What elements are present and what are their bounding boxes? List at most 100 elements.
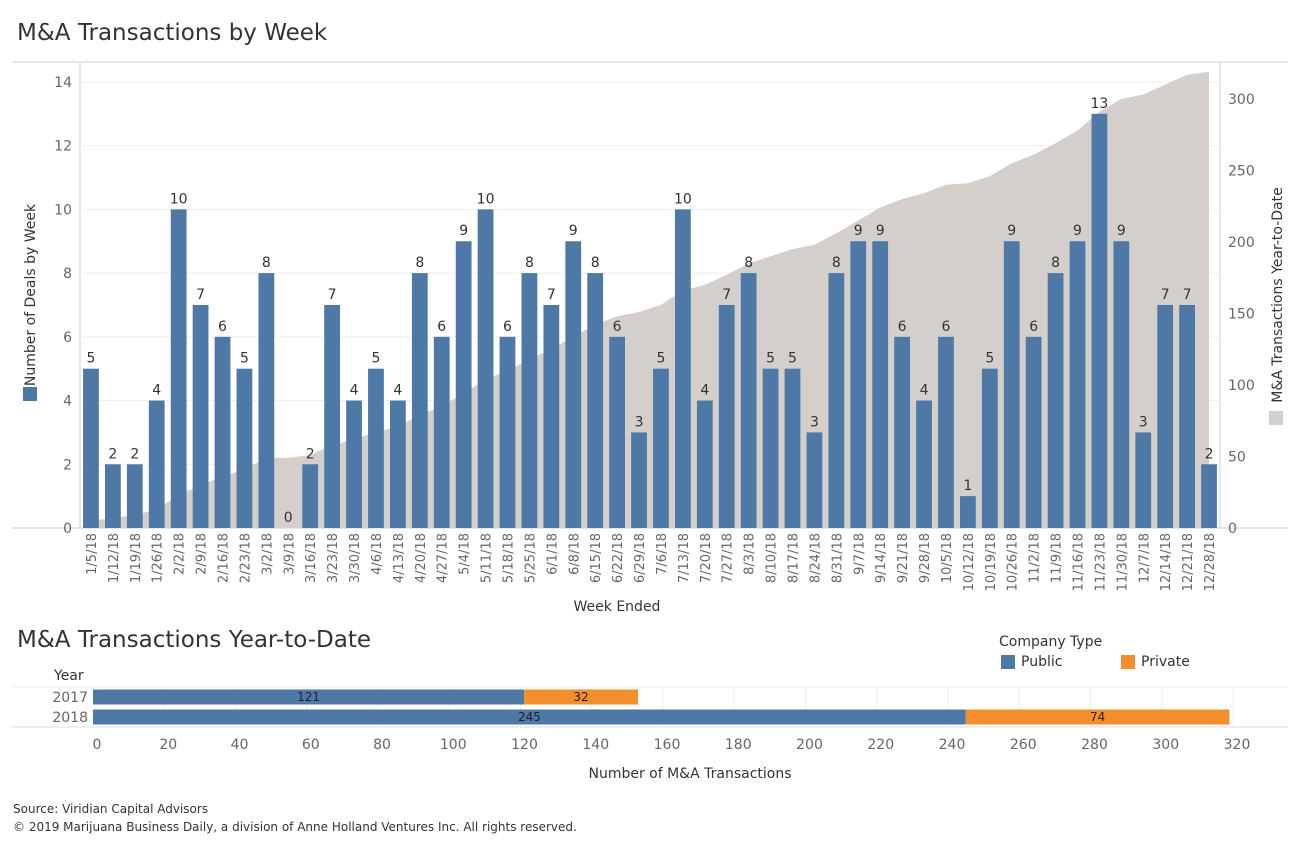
ytd-x-tick-label: 260 [1010, 737, 1037, 753]
weekly-bar-value-label: 9 [569, 223, 578, 239]
weekly-x-tick-label: 3/2/18 [260, 533, 275, 575]
ytd-x-tick-label: 220 [867, 737, 894, 753]
weekly-bar-value-label: 3 [810, 414, 819, 430]
ytd-year-label: 2017 [52, 690, 88, 706]
weekly-bar [346, 400, 362, 528]
weekly-bar-value-label: 8 [744, 255, 753, 271]
weekly-y2-tick-label: 200 [1228, 235, 1255, 251]
legend-label-public: Public [1021, 654, 1063, 670]
weekly-bar-value-label: 9 [1117, 223, 1126, 239]
weekly-x-tick-label: 1/26/18 [151, 533, 166, 583]
weekly-bar-value-label: 4 [393, 383, 402, 399]
weekly-x-tick-label: 5/25/18 [523, 533, 538, 583]
weekly-bar [104, 464, 121, 528]
ytd-x-tick-label: 20 [159, 737, 177, 753]
weekly-x-tick-label: 8/31/18 [830, 533, 845, 583]
ytd-x-tick-label: 100 [440, 737, 467, 753]
weekly-x-tick-label: 2/2/18 [173, 533, 188, 575]
weekly-y2-tick-label: 300 [1228, 92, 1255, 108]
weekly-bar [192, 304, 209, 528]
weekly-x-tick-label: 4/20/18 [414, 533, 429, 583]
weekly-y-tick-label: 14 [54, 75, 72, 91]
weekly-bar-value-label: 6 [218, 319, 227, 335]
weekly-bar-value-label: 6 [503, 319, 512, 335]
weekly-bar-value-label: 4 [920, 383, 929, 399]
weekly-y-axis-title: Number of Deals by Week [23, 203, 39, 386]
ytd-x-tick-label: 140 [582, 737, 609, 753]
weekly-x-tick-label: 12/7/18 [1137, 533, 1152, 583]
weekly-bar-value-label: 3 [635, 414, 644, 430]
weekly-bar-value-label: 2 [1205, 446, 1214, 462]
weekly-bar-value-label: 7 [547, 287, 556, 303]
weekly-bar-value-label: 7 [328, 287, 337, 303]
weekly-bar [609, 336, 626, 528]
weekly-x-tick-label: 8/17/18 [787, 533, 802, 583]
weekly-bar-value-label: 10 [170, 191, 188, 207]
weekly-bar [1003, 241, 1020, 528]
weekly-x-tick-label: 10/19/18 [984, 533, 999, 591]
weekly-x-tick-label: 10/12/18 [962, 533, 977, 591]
weekly-bar-value-label: 7 [1183, 287, 1192, 303]
weekly-bar-value-label: 4 [152, 383, 161, 399]
weekly-bar-value-label: 2 [108, 446, 117, 462]
weekly-x-tick-label: 4/13/18 [392, 533, 407, 583]
legend-title: Company Type [999, 634, 1103, 650]
weekly-bar-value-label: 5 [766, 351, 775, 367]
weekly-bar [938, 336, 954, 528]
weekly-bar [718, 304, 735, 528]
weekly-x-tick-label: 11/9/18 [1050, 533, 1065, 583]
weekly-x-tick-label: 4/6/18 [370, 533, 385, 575]
weekly-x-tick-label: 7/27/18 [721, 533, 736, 583]
ytd-x-tick-label: 160 [654, 737, 681, 753]
weekly-x-tick-label: 11/2/18 [1028, 533, 1043, 583]
weekly-bar [653, 368, 669, 528]
weekly-bar [214, 336, 231, 528]
weekly-bar [1069, 241, 1086, 528]
weekly-y-tick-label: 0 [63, 521, 72, 537]
weekly-x-tick-label: 12/14/18 [1159, 533, 1174, 591]
weekly-bar [1047, 273, 1064, 528]
ytd-bar-value-label: 74 [1090, 710, 1105, 724]
weekly-y2-tick-label: 250 [1228, 163, 1255, 179]
ytd-bar-segment-public [93, 689, 525, 705]
weekly-bar-value-label: 1 [963, 478, 972, 494]
weekly-bar-value-label: 8 [1051, 255, 1060, 271]
weekly-bar [433, 336, 450, 528]
weekly-bar-value-label: 9 [1073, 223, 1082, 239]
weekly-x-tick-label: 7/6/18 [655, 533, 670, 575]
weekly-bar-value-label: 8 [525, 255, 534, 271]
weekly-bar-value-label: 9 [459, 223, 468, 239]
legend-swatch-public [1001, 655, 1015, 669]
legend-item-public[interactable]: Public [1001, 654, 1062, 670]
weekly-x-tick-label: 9/14/18 [874, 533, 889, 583]
weekly-x-tick-label: 5/11/18 [480, 533, 495, 583]
weekly-bar-value-label: 7 [196, 287, 205, 303]
weekly-y2-axis-swatch [1269, 411, 1283, 425]
ytd-x-tick-label: 180 [725, 737, 752, 753]
legend-label-private: Private [1141, 654, 1190, 670]
weekly-x-tick-label: 6/22/18 [611, 533, 626, 583]
weekly-bar-value-label: 6 [1029, 319, 1038, 335]
ytd-year-label: 2018 [52, 710, 88, 726]
weekly-x-tick-label: 8/10/18 [765, 533, 780, 583]
weekly-bar [565, 241, 582, 528]
ytd-x-axis-title: Number of M&A Transactions [588, 766, 791, 782]
weekly-y-axis-swatch [23, 387, 37, 401]
weekly-x-tick-label: 9/7/18 [852, 533, 867, 575]
weekly-bar [959, 496, 976, 528]
ytd-bar-value-label: 121 [297, 690, 320, 704]
weekly-bar-value-label: 4 [350, 383, 359, 399]
weekly-x-tick-label: 7/20/18 [699, 533, 714, 583]
weekly-x-tick-label: 6/15/18 [589, 533, 604, 583]
legend-swatch-private [1121, 655, 1135, 669]
weekly-bar [236, 368, 253, 528]
weekly-bar [389, 400, 406, 528]
weekly-y2-tick-label: 100 [1228, 378, 1255, 394]
weekly-x-tick-label: 4/27/18 [436, 533, 451, 583]
weekly-x-tick-label: 10/5/18 [940, 533, 955, 583]
ytd-x-tick-label: 280 [1081, 737, 1108, 753]
weekly-bar [455, 241, 472, 528]
weekly-bar [740, 273, 757, 528]
legend-item-private[interactable]: Private [1121, 654, 1190, 670]
weekly-bar-value-label: 10 [674, 191, 692, 207]
